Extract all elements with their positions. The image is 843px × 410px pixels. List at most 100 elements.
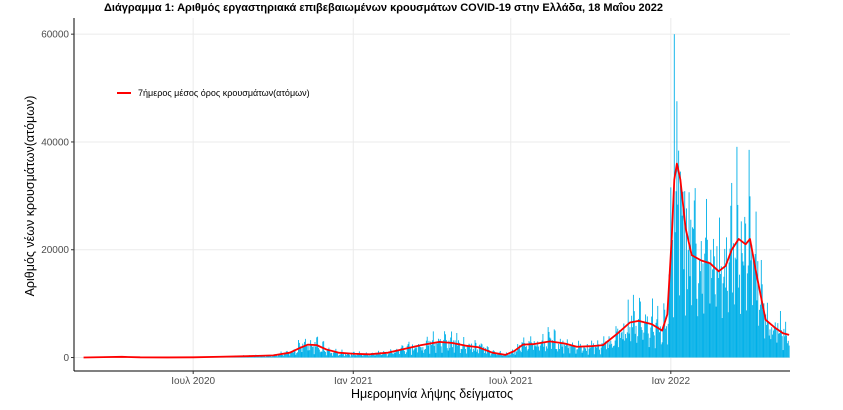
daily-case-bar	[423, 352, 425, 358]
daily-case-bar	[441, 352, 443, 358]
daily-case-bar	[728, 262, 730, 358]
daily-case-bar	[615, 326, 617, 358]
daily-case-bar	[360, 353, 362, 358]
daily-case-bar	[299, 346, 301, 358]
daily-case-bar	[672, 240, 673, 358]
daily-case-bar	[638, 318, 640, 358]
daily-case-bar	[286, 350, 288, 358]
legend-label: 7ήμερος μέσος όρος κρουσμάτων(ατόμων)	[138, 88, 310, 98]
daily-case-bar	[385, 352, 386, 358]
daily-case-bar	[631, 315, 633, 358]
daily-case-bar	[401, 345, 403, 358]
daily-case-bar	[529, 342, 531, 358]
daily-case-bar	[369, 354, 371, 358]
daily-case-bar	[277, 356, 279, 358]
daily-case-bar	[276, 354, 278, 358]
daily-case-bar	[264, 356, 266, 358]
daily-case-bar	[707, 261, 709, 358]
daily-case-bar	[393, 352, 395, 358]
daily-case-bar	[766, 302, 768, 358]
daily-case-bar	[646, 316, 648, 358]
daily-case-bar	[465, 353, 467, 358]
daily-case-bar	[739, 313, 741, 358]
daily-case-bar	[438, 340, 440, 358]
daily-case-bar	[434, 342, 436, 358]
daily-case-bar	[498, 354, 499, 358]
daily-case-bar	[275, 355, 277, 358]
daily-case-bar	[291, 351, 292, 358]
daily-case-bar	[644, 322, 646, 358]
daily-case-bar	[727, 312, 729, 358]
daily-case-bar	[532, 349, 534, 358]
daily-case-bar	[650, 327, 652, 358]
daily-case-bar	[344, 352, 346, 358]
daily-case-bar	[681, 215, 683, 358]
daily-case-bar	[349, 355, 351, 358]
daily-case-bar	[605, 341, 607, 358]
daily-case-bar	[758, 325, 760, 358]
daily-case-bar	[587, 354, 589, 358]
daily-case-bar	[611, 343, 613, 358]
daily-case-bar	[525, 346, 526, 358]
daily-case-bar	[759, 304, 761, 358]
daily-case-bar	[756, 300, 758, 358]
daily-case-bar	[406, 345, 408, 358]
daily-case-bar	[551, 348, 553, 358]
daily-case-bar	[358, 354, 359, 358]
daily-case-bar	[290, 351, 292, 358]
daily-case-bar	[559, 338, 561, 358]
daily-case-bar	[458, 342, 460, 358]
daily-case-bar	[405, 354, 406, 358]
daily-case-bar	[429, 353, 431, 358]
daily-case-bar	[692, 228, 694, 358]
daily-case-bar	[448, 340, 450, 358]
daily-case-bar	[298, 342, 300, 358]
daily-case-bar	[321, 351, 323, 358]
daily-case-bar	[602, 345, 604, 358]
daily-case-bar	[705, 237, 707, 358]
daily-case-bar	[521, 342, 523, 358]
daily-case-bar	[588, 348, 590, 358]
daily-case-bar	[776, 342, 778, 358]
daily-case-bar	[552, 340, 553, 358]
daily-case-bar	[753, 265, 755, 358]
daily-case-bar	[764, 338, 766, 358]
x-tick-labels: Ιουλ 2020 Ιαν 2021 Ιουλ 2021 Ιαν 2022	[171, 371, 691, 387]
daily-case-bar	[585, 348, 586, 358]
daily-case-bar	[258, 356, 260, 358]
daily-case-bar	[362, 356, 364, 358]
daily-case-bar	[648, 347, 650, 358]
daily-case-bar	[599, 354, 601, 358]
daily-case-bar	[343, 353, 345, 358]
daily-case-bar	[719, 217, 720, 358]
daily-case-bar	[331, 352, 332, 358]
daily-case-bar	[737, 204, 739, 358]
daily-case-bar	[430, 341, 432, 358]
daily-case-bar	[433, 345, 435, 358]
daily-case-bar	[282, 354, 284, 358]
daily-case-bar	[782, 350, 784, 358]
daily-case-bar	[507, 354, 509, 358]
daily-case-bar	[771, 327, 773, 358]
daily-case-bar	[584, 347, 586, 358]
daily-case-bar	[288, 353, 290, 358]
daily-case-bar	[525, 346, 527, 358]
daily-case-bar	[734, 257, 736, 358]
daily-case-bar	[513, 351, 515, 358]
daily-case-bar	[283, 355, 285, 358]
daily-case-bar	[270, 355, 272, 358]
daily-case-bar	[357, 353, 359, 358]
daily-case-bar	[392, 354, 394, 358]
daily-case-bar	[741, 253, 743, 358]
daily-case-bar	[324, 350, 326, 358]
daily-case-bar	[643, 332, 645, 358]
daily-case-bar	[419, 347, 421, 358]
daily-case-bar	[271, 356, 272, 358]
daily-case-bar	[455, 343, 457, 358]
daily-case-bar	[738, 287, 740, 358]
daily-case-bar	[666, 326, 667, 358]
daily-case-bar	[626, 332, 628, 358]
daily-case-bar	[269, 355, 271, 358]
daily-case-bar	[388, 351, 390, 358]
daily-case-bar	[730, 205, 732, 358]
